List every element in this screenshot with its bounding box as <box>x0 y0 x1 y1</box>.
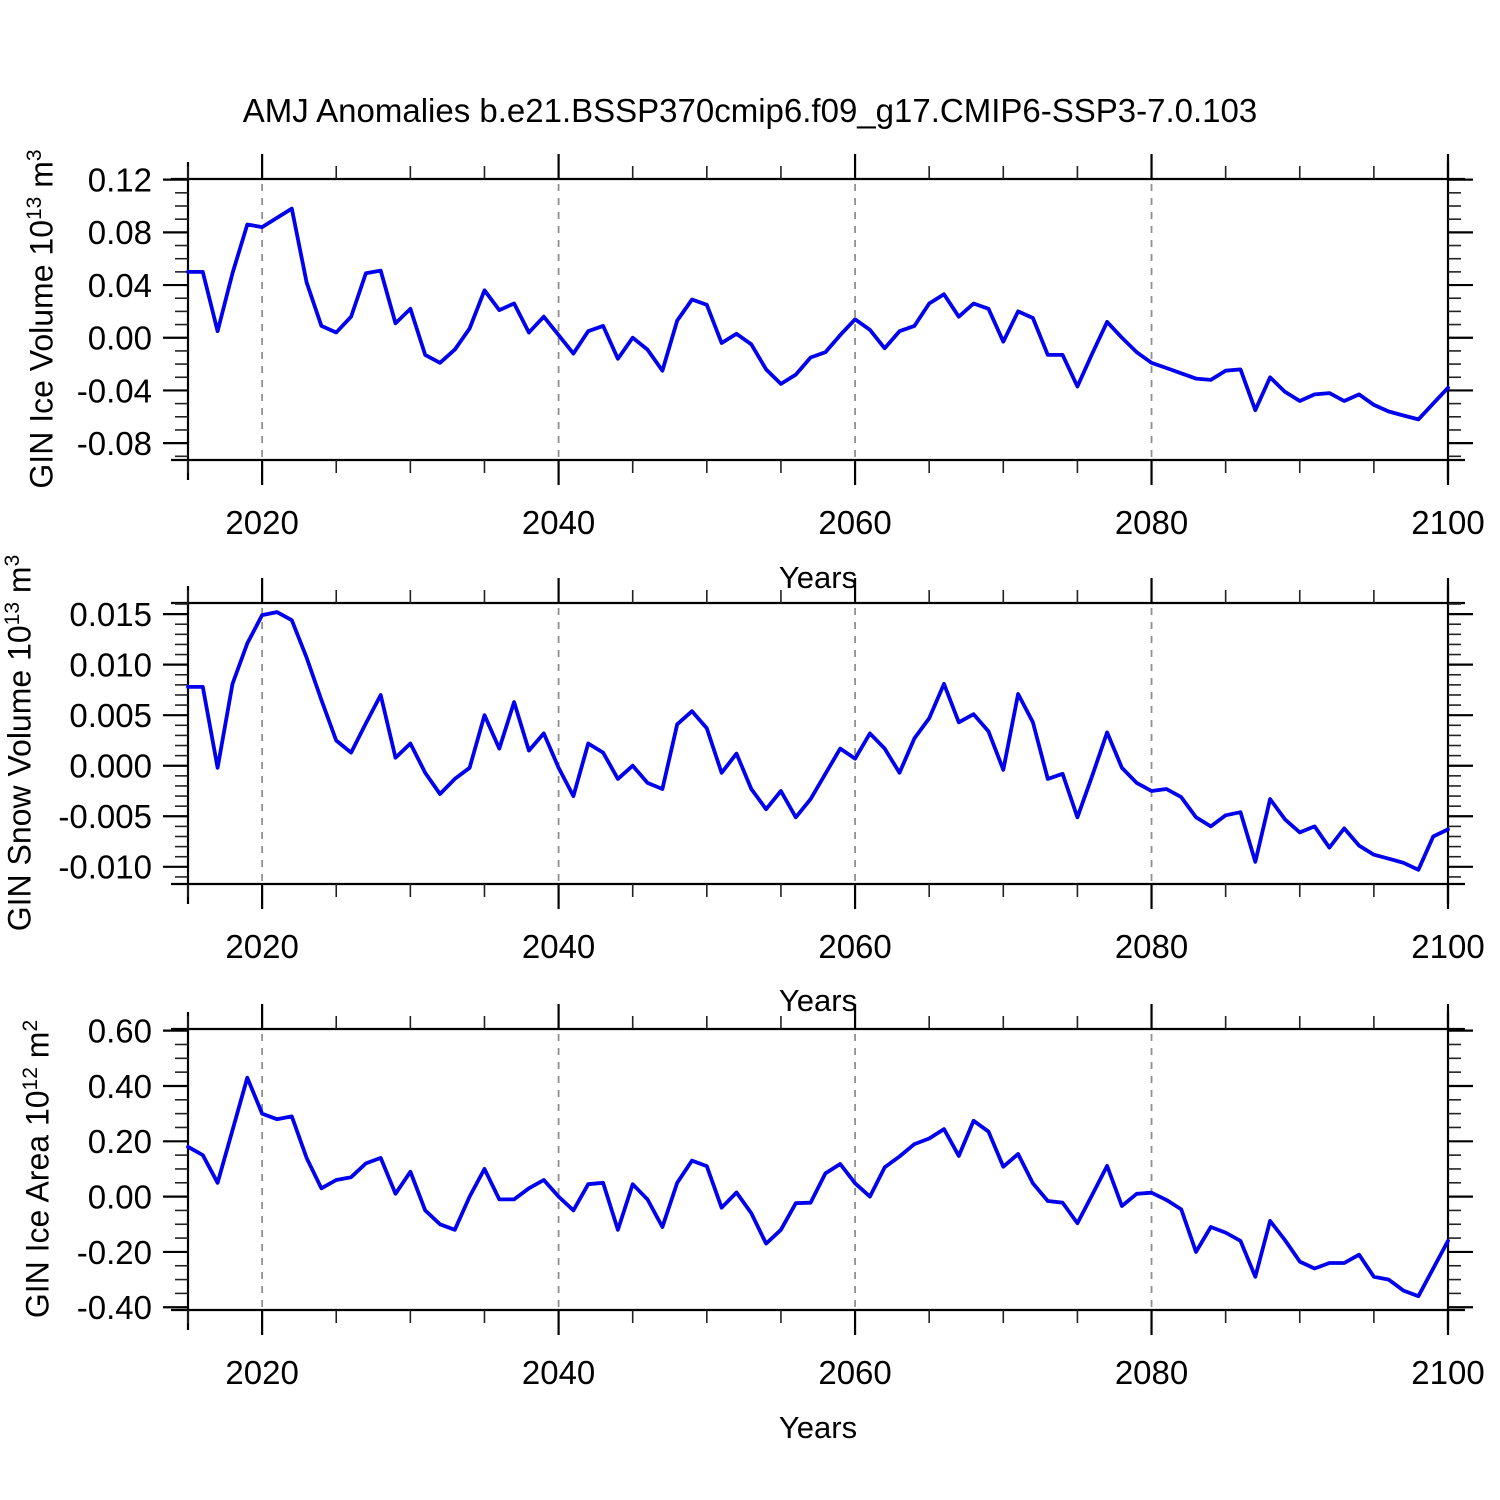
y-axis-title-exponent: 13 <box>22 196 46 221</box>
y-tick-label: 0.60 <box>88 1013 152 1050</box>
y-axis-title-unit: m <box>1 566 38 602</box>
y-axis-title-exponent: 12 <box>18 1067 42 1091</box>
figure-title: AMJ Anomalies b.e21.BSSP370cmip6.f09_g17… <box>242 92 1258 129</box>
x-tick-label: 2040 <box>522 1354 595 1391</box>
y-axis-title-unit: m <box>19 1031 56 1068</box>
y-axis-title-unit: m <box>23 161 60 197</box>
y-axis-title-unit-exponent: 3 <box>22 149 46 162</box>
y-tick-label: 0.00 <box>88 1178 152 1215</box>
x-tick-label: 2080 <box>1115 504 1188 541</box>
y-tick-label: 0.40 <box>88 1068 152 1105</box>
y-tick-label: 0.010 <box>69 647 152 684</box>
x-tick-label: 2080 <box>1115 1354 1188 1391</box>
x-tick-label: 2080 <box>1115 928 1188 965</box>
y-tick-label: 0.00 <box>88 320 152 357</box>
y-tick-label: -0.08 <box>77 425 152 462</box>
y-tick-label: 0.08 <box>88 214 152 251</box>
x-tick-label: 2060 <box>818 1354 891 1391</box>
y-tick-label: 0.000 <box>69 748 152 785</box>
y-tick-label: 0.12 <box>88 162 152 199</box>
y-tick-label: 0.015 <box>69 596 152 633</box>
y-tick-label: 0.20 <box>88 1123 152 1160</box>
y-axis-title-ice-area: GIN Ice Area 1012 m2 <box>18 1019 57 1319</box>
x-tick-label: 2060 <box>818 504 891 541</box>
y-axis-title-unit-exponent: 2 <box>18 1019 42 1032</box>
y-axis-title-text: GIN Ice Volume 10 <box>23 220 60 489</box>
y-tick-label: -0.20 <box>77 1234 152 1271</box>
y-axis-title-snow-volume: GIN Snow Volume 1013 m3 <box>0 554 39 932</box>
y-axis-title-ice-volume: GIN Ice Volume 1013 m3 <box>22 149 61 489</box>
x-tick-label: 2100 <box>1411 928 1484 965</box>
x-tick-label: 2020 <box>225 504 298 541</box>
y-axis-title-unit-exponent: 3 <box>0 554 24 567</box>
x-tick-label: 2060 <box>818 928 891 965</box>
y-axis-title-text: GIN Snow Volume 10 <box>1 625 38 932</box>
x-tick-label: 2020 <box>225 1354 298 1391</box>
y-tick-label: -0.010 <box>58 849 152 886</box>
y-axis-title-exponent: 13 <box>0 601 24 626</box>
x-tick-label: 2100 <box>1411 504 1484 541</box>
x-axis-title-middle-chart: Years <box>778 983 858 1018</box>
y-tick-label: -0.04 <box>77 372 152 409</box>
x-tick-label: 2040 <box>522 504 595 541</box>
y-tick-label: -0.40 <box>77 1289 152 1326</box>
data-series-line <box>186 206 1450 422</box>
data-series-line <box>186 1075 1450 1299</box>
y-tick-label: -0.005 <box>58 798 152 835</box>
x-tick-label: 2040 <box>522 928 595 965</box>
y-axis-title-text: GIN Ice Area 10 <box>19 1090 56 1319</box>
x-axis-title-top-chart: Years <box>778 560 858 595</box>
y-tick-label: 0.005 <box>69 697 152 734</box>
x-axis-title-bottom-chart: Years <box>778 1410 858 1445</box>
y-tick-label: 0.04 <box>88 267 152 304</box>
x-tick-label: 2100 <box>1411 1354 1484 1391</box>
x-tick-label: 2020 <box>225 928 298 965</box>
data-series-line <box>186 610 1450 872</box>
